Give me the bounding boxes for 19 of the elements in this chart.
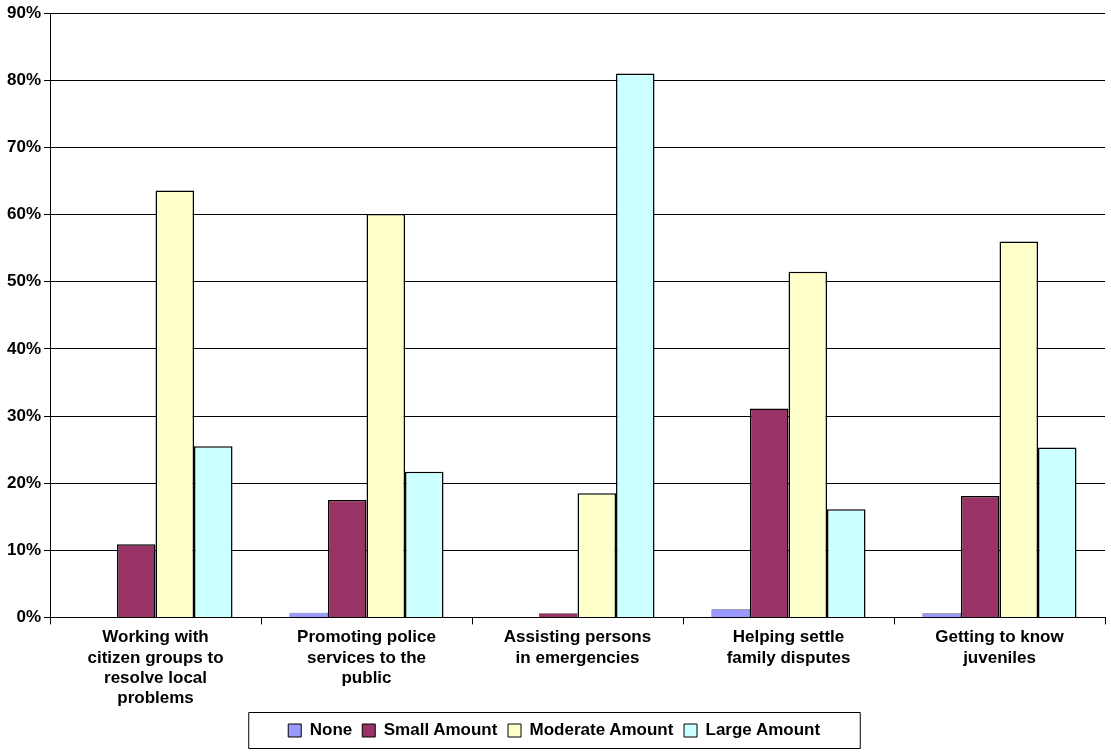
x-tick-label: Getting to know juveniles xyxy=(935,627,1065,667)
y-tick-label: 70% xyxy=(6,137,42,157)
y-tick-label: 50% xyxy=(6,271,42,291)
x-tick-label: Working with citizen groups to resolve local problems xyxy=(87,627,224,708)
y-tick-label: 20% xyxy=(6,472,42,492)
legend-label: None xyxy=(309,720,353,740)
y-tick-label: 10% xyxy=(6,539,42,559)
x-tick-label: Helping settle family disputes xyxy=(726,627,851,667)
y-tick-label: 0% xyxy=(16,607,42,627)
legend-label: Large Amount xyxy=(705,720,821,740)
legend-label: Moderate Amount xyxy=(529,720,674,740)
legend-label: Small Amount xyxy=(383,720,498,740)
y-tick-label: 80% xyxy=(6,70,42,90)
x-tick-label: Promoting police services to the public xyxy=(297,627,436,688)
x-tick-label: Assisting persons in emergencies xyxy=(503,627,652,667)
y-tick-label: 40% xyxy=(6,338,42,358)
y-tick-label: 90% xyxy=(6,2,42,22)
y-tick-label: 30% xyxy=(6,405,42,425)
y-tick-label: 60% xyxy=(6,204,42,224)
